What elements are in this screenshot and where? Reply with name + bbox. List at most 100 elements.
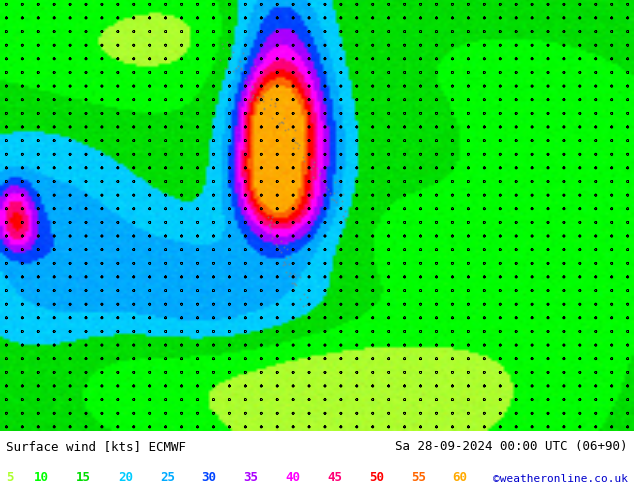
Point [284, 272, 294, 280]
Point [224, 45, 234, 52]
Point [287, 279, 297, 287]
Point [257, 97, 268, 104]
Text: 20: 20 [118, 471, 133, 484]
Point [280, 126, 290, 134]
Point [271, 240, 281, 247]
Point [308, 173, 318, 181]
Point [266, 96, 276, 103]
Point [321, 183, 331, 191]
Point [285, 269, 295, 276]
Point [240, 74, 250, 82]
Point [266, 216, 276, 223]
Point [303, 164, 313, 172]
Point [288, 134, 299, 142]
Point [267, 115, 277, 122]
Point [274, 246, 284, 254]
Point [323, 185, 333, 193]
Point [282, 245, 292, 253]
Point [276, 238, 286, 245]
Point [334, 176, 344, 184]
Point [295, 295, 306, 303]
Point [290, 126, 300, 134]
Point [269, 102, 280, 110]
Point [270, 99, 280, 107]
Point [295, 273, 306, 281]
Point [339, 215, 349, 222]
Point [280, 254, 290, 262]
Text: 35: 35 [243, 471, 259, 484]
Point [279, 259, 289, 267]
Point [327, 196, 337, 203]
Text: Surface wind [kts] ECMWF: Surface wind [kts] ECMWF [6, 440, 186, 453]
Point [318, 176, 328, 184]
Text: 25: 25 [160, 471, 175, 484]
Point [266, 225, 276, 233]
Point [340, 207, 350, 215]
Point [280, 260, 290, 268]
Point [278, 261, 288, 269]
Point [299, 290, 309, 298]
Point [306, 166, 316, 173]
Point [265, 220, 275, 228]
Point [271, 234, 281, 242]
Point [288, 134, 299, 142]
Point [312, 164, 322, 172]
Text: ©weatheronline.co.uk: ©weatheronline.co.uk [493, 474, 628, 484]
Point [252, 93, 262, 101]
Point [255, 96, 265, 104]
Point [250, 63, 260, 71]
Point [314, 171, 324, 178]
Point [273, 122, 283, 129]
Point [328, 196, 339, 203]
Point [289, 270, 299, 278]
Text: Sa 28-09-2024 00:00 UTC (06+90): Sa 28-09-2024 00:00 UTC (06+90) [395, 440, 628, 453]
Point [298, 302, 308, 310]
Point [259, 104, 269, 112]
Point [274, 119, 284, 127]
Point [290, 281, 301, 289]
Point [294, 141, 304, 148]
Point [302, 293, 312, 301]
Point [339, 191, 349, 198]
Text: 10: 10 [34, 471, 49, 484]
Point [218, 44, 228, 51]
Point [278, 118, 288, 126]
Point [329, 190, 339, 197]
Text: 30: 30 [202, 471, 217, 484]
Point [226, 53, 236, 61]
Point [243, 78, 254, 86]
Point [283, 125, 294, 133]
Point [290, 138, 300, 146]
Point [271, 242, 281, 250]
Point [233, 62, 243, 70]
Point [217, 40, 227, 48]
Text: 50: 50 [369, 471, 384, 484]
Point [265, 101, 275, 109]
Point [284, 260, 294, 268]
Point [288, 144, 299, 152]
Point [338, 212, 348, 220]
Text: 15: 15 [76, 471, 91, 484]
Point [309, 159, 320, 167]
Point [228, 67, 238, 75]
Text: 60: 60 [453, 471, 468, 484]
Text: 55: 55 [411, 471, 426, 484]
Point [337, 202, 347, 210]
Point [236, 65, 246, 73]
Point [285, 253, 295, 261]
Point [341, 216, 351, 223]
Point [259, 105, 269, 113]
Point [276, 248, 287, 256]
Point [299, 157, 309, 165]
Point [281, 268, 291, 275]
Point [301, 301, 311, 309]
Point [267, 213, 277, 220]
Point [264, 223, 275, 231]
Point [215, 56, 225, 64]
Point [279, 243, 289, 251]
Point [315, 169, 325, 177]
Point [238, 49, 248, 57]
Point [293, 144, 303, 152]
Point [247, 83, 257, 91]
Point [289, 279, 299, 287]
